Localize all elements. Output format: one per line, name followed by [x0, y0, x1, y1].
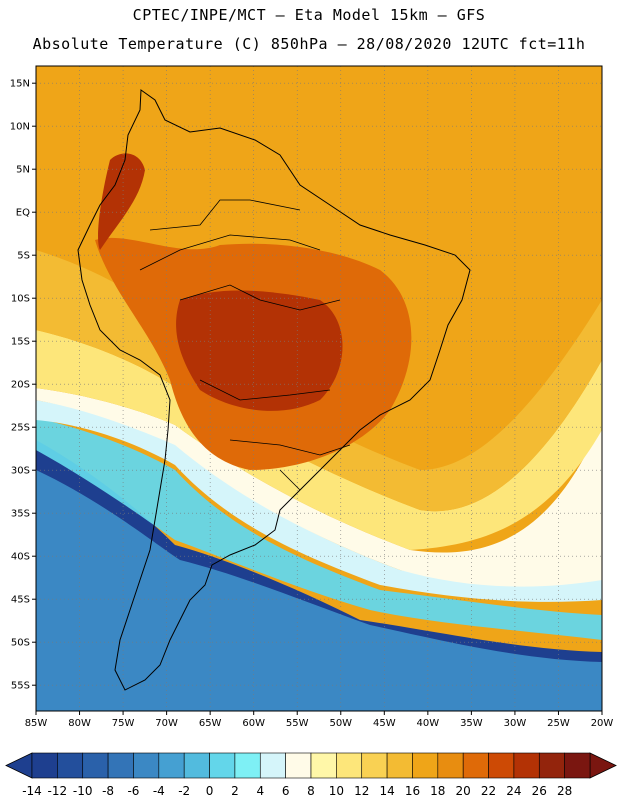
- lon-tick-label: 45W: [373, 718, 396, 729]
- colorbar-swatch: [310, 752, 337, 779]
- colorbar-label: -8: [102, 784, 114, 798]
- colorbar-label: 18: [430, 784, 445, 798]
- lat-tick-label: 15S: [11, 337, 30, 348]
- colorbar-swatch: [488, 752, 515, 779]
- map-title-line2: Absolute Temperature (C) 850hPa – 28/08/…: [32, 35, 586, 53]
- lon-tick-label: 55W: [286, 718, 309, 729]
- lon-tick-label: 20W: [591, 718, 614, 729]
- colorbar-swatch: [209, 752, 236, 779]
- lat-tick-label: 35S: [11, 509, 30, 520]
- colorbar-swatch: [336, 752, 363, 779]
- lon-tick-label: 65W: [199, 718, 222, 729]
- lon-tick-label: 30W: [504, 718, 527, 729]
- colorbar-label: -10: [73, 784, 93, 798]
- field-cold: [36, 470, 602, 711]
- country-borders: [139, 199, 351, 491]
- lat-tick-label: 30S: [11, 466, 30, 477]
- lon-tick-label: 25W: [547, 718, 570, 729]
- lon-tick-label: 75W: [112, 718, 135, 729]
- colorbar-swatch: [82, 752, 109, 779]
- colorbar-label: 0: [206, 784, 214, 798]
- longitude-axis: 85W 80W 75W 70W 65W 60W 55W 50W 45W 40W 35W 30W 25W 2…: [25, 711, 614, 729]
- colorbar-label: 28: [557, 784, 572, 798]
- colorbar-label: 6: [282, 784, 290, 798]
- colorbar-swatch: [259, 752, 286, 779]
- colorbar-swatch: [133, 752, 160, 779]
- colorbar-label: 8: [307, 784, 315, 798]
- colorbar-swatch: [57, 752, 84, 779]
- colorbar: -14 -12 -10 -8 -6 -4 -2 0 2 4 6 8 10 12 14 16 18 20 22 24 26…: [5, 752, 617, 798]
- colorbar-swatch: [361, 752, 388, 779]
- lon-tick-label: 80W: [68, 718, 91, 729]
- temperature-field: [36, 66, 602, 711]
- colorbar-label: 14: [379, 784, 394, 798]
- lat-tick-label: 20S: [11, 380, 30, 391]
- colorbar-label: 22: [481, 784, 496, 798]
- latitude-axis: 15N 10N 5N EQ 5S 10S 15S 20S 25S 30S 35S 40S 45S 50S 5…: [10, 79, 36, 692]
- colorbar-swatch: [412, 752, 439, 779]
- field-light-yellow: [36, 330, 602, 550]
- colorbar-swatch: [158, 752, 185, 779]
- colorbar-swatch: [462, 752, 489, 779]
- colorbar-swatch: [437, 752, 464, 779]
- lon-tick-label: 35W: [460, 718, 483, 729]
- colorbar-label: -6: [127, 784, 139, 798]
- lat-tick-label: 5S: [17, 251, 30, 262]
- colorbar-label: 10: [329, 784, 344, 798]
- lat-tick-label: 40S: [11, 552, 30, 563]
- lat-tick-label: 55S: [11, 681, 30, 692]
- lon-tick-label: 60W: [242, 718, 265, 729]
- colorbar-swatch: [564, 752, 591, 779]
- plot-frame: [35, 65, 603, 712]
- colorbar-label: -12: [48, 784, 68, 798]
- colorbar-label: 12: [354, 784, 369, 798]
- colorbar-swatch: [31, 752, 58, 779]
- colorbar-swatch: [386, 752, 413, 779]
- field-pale: [36, 400, 602, 602]
- colorbar-swatch: [513, 752, 540, 779]
- lat-tick-label: 50S: [11, 638, 30, 649]
- colorbar-swatch: [538, 752, 565, 779]
- lat-tick-label: 25S: [11, 423, 30, 434]
- lat-tick-label: EQ: [16, 208, 30, 219]
- lat-tick-label: 5N: [16, 165, 30, 176]
- field-yellow: [36, 250, 602, 512]
- map-title-line1: CPTEC/INPE/MCT – Eta Model 15km – GFS: [132, 6, 486, 24]
- colorbar-swatch: [107, 752, 134, 779]
- colorbar-high-arrow: [589, 752, 617, 779]
- colorbar-swatch: [234, 752, 261, 779]
- lon-tick-label: 85W: [25, 718, 48, 729]
- colorbar-label: 16: [405, 784, 420, 798]
- colorbar-label: 24: [506, 784, 521, 798]
- field-red-brown: [176, 290, 343, 411]
- field-cyan: [36, 418, 602, 640]
- lat-tick-label: 15N: [10, 79, 30, 90]
- colorbar-label: 4: [256, 784, 264, 798]
- lon-tick-label: 40W: [417, 718, 440, 729]
- colorbar-swatch: [183, 752, 210, 779]
- colorbar-low-arrow: [5, 752, 33, 779]
- colorbar-label: -2: [178, 784, 190, 798]
- field-andes-warm: [98, 153, 145, 250]
- lon-tick-label: 70W: [155, 718, 178, 729]
- colorbar-label: 20: [456, 784, 471, 798]
- colorbar-swatch: [285, 752, 312, 779]
- lat-tick-label: 10S: [11, 294, 30, 305]
- lat-tick-label: 45S: [11, 595, 30, 606]
- lat-tick-label: 10N: [10, 122, 30, 133]
- colorbar-label: 2: [231, 784, 239, 798]
- colorbar-label: 26: [532, 784, 547, 798]
- lon-tick-label: 50W: [329, 718, 352, 729]
- colorbar-label: -4: [153, 784, 165, 798]
- field-cream: [36, 388, 602, 587]
- coastline: [77, 89, 471, 691]
- colorbar-label: -14: [22, 784, 42, 798]
